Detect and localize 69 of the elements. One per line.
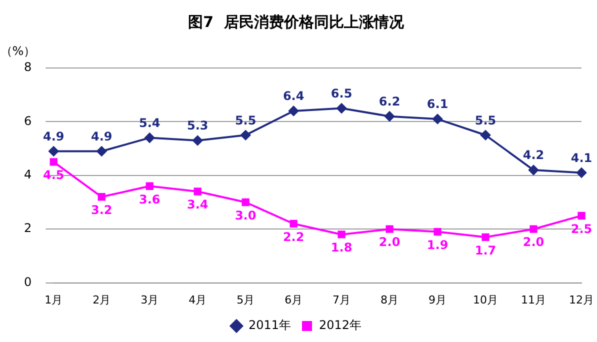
data-label: 1.8 bbox=[330, 240, 352, 255]
point bbox=[146, 182, 154, 190]
point bbox=[528, 165, 539, 176]
x-tick-label: 7月 bbox=[332, 293, 351, 306]
point bbox=[338, 230, 346, 238]
data-label: 4.9 bbox=[43, 129, 64, 144]
data-label: 1.7 bbox=[474, 243, 496, 258]
legend-label: 2011年 bbox=[248, 318, 292, 332]
point bbox=[288, 106, 299, 116]
x-tick-label: 3月 bbox=[140, 293, 159, 306]
y-tick-label: 8 bbox=[24, 60, 32, 74]
point bbox=[386, 225, 394, 233]
point bbox=[98, 193, 106, 201]
data-label: 6.1 bbox=[426, 97, 448, 112]
data-label: 6.2 bbox=[378, 94, 400, 108]
point bbox=[242, 198, 250, 206]
point bbox=[434, 228, 442, 236]
x-tick-label: 10月 bbox=[473, 293, 498, 306]
point bbox=[192, 135, 203, 146]
point bbox=[48, 146, 59, 156]
point bbox=[480, 130, 491, 140]
data-label: 3.6 bbox=[138, 192, 160, 206]
x-tick-label: 4月 bbox=[188, 293, 207, 306]
data-label: 2.0 bbox=[522, 235, 544, 250]
data-label: 5.4 bbox=[138, 116, 160, 130]
point bbox=[240, 130, 251, 140]
data-label: 2.0 bbox=[378, 235, 400, 250]
point bbox=[578, 212, 586, 220]
point bbox=[384, 111, 395, 122]
data-label: 6.4 bbox=[282, 89, 304, 104]
x-tick-label: 9月 bbox=[428, 293, 447, 306]
point bbox=[194, 188, 202, 196]
point bbox=[96, 146, 107, 156]
data-label: 2.5 bbox=[570, 222, 592, 236]
data-label: 3.4 bbox=[186, 198, 208, 212]
x-tick-label: 2月 bbox=[92, 293, 111, 306]
data-label: 4.2 bbox=[522, 148, 544, 162]
data-label: 6.5 bbox=[330, 86, 352, 100]
chart-title: 图7 居民消费价格同比上涨情况 bbox=[188, 12, 405, 31]
data-label: 3.0 bbox=[234, 208, 256, 222]
legend-label: 2012年 bbox=[319, 318, 362, 332]
data-label: 5.5 bbox=[474, 113, 496, 128]
point bbox=[530, 225, 538, 233]
x-tick-label: 12月 bbox=[569, 293, 594, 306]
data-label: 4.1 bbox=[570, 150, 592, 165]
point bbox=[50, 158, 58, 166]
y-tick-label: 6 bbox=[24, 114, 32, 128]
data-label: 1.9 bbox=[426, 238, 448, 252]
point bbox=[576, 168, 586, 178]
data-label: 4.9 bbox=[90, 129, 112, 144]
point bbox=[336, 103, 347, 114]
y-tick-label: 2 bbox=[24, 221, 32, 236]
y-axis-title: （%） bbox=[0, 44, 36, 58]
point bbox=[290, 220, 298, 228]
data-label: 5.3 bbox=[186, 118, 208, 133]
x-tick-label: 8月 bbox=[380, 293, 399, 306]
point bbox=[482, 233, 490, 241]
data-label: 5.5 bbox=[234, 113, 256, 128]
y-tick-label: 4 bbox=[24, 168, 32, 182]
y-tick-label: 0 bbox=[24, 274, 32, 289]
data-label: 3.2 bbox=[90, 203, 112, 218]
data-label: 4.5 bbox=[43, 168, 64, 182]
data-label: 2.2 bbox=[282, 230, 304, 244]
x-tick-label: 6月 bbox=[284, 293, 303, 306]
point bbox=[432, 114, 443, 124]
x-tick-label: 5月 bbox=[236, 293, 255, 306]
x-tick-label: 11月 bbox=[521, 293, 546, 306]
x-tick-label: 1月 bbox=[44, 293, 63, 306]
point bbox=[144, 132, 155, 143]
